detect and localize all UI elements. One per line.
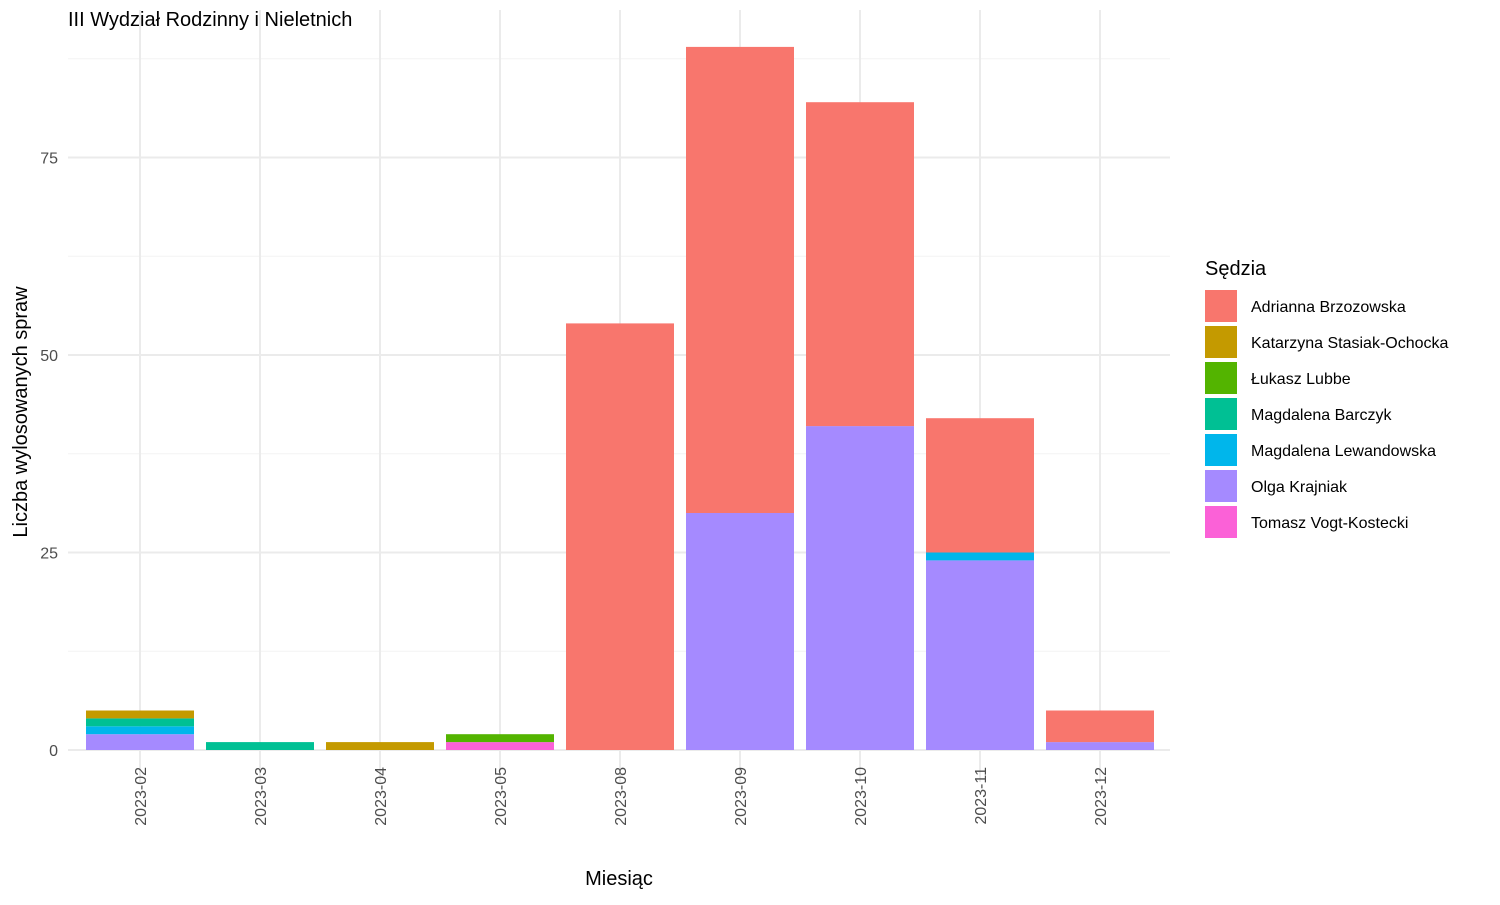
legend-key-magdalena-lewandowska bbox=[1205, 434, 1237, 466]
bars bbox=[86, 46, 1154, 750]
bar-segment-magdalena-barczyk bbox=[86, 718, 194, 727]
legend-key-lukasz-lubbe bbox=[1205, 362, 1237, 394]
bar-segment-magdalena-lewandowska bbox=[86, 726, 194, 735]
y-tick-label: 50 bbox=[40, 348, 58, 365]
bar-segment-adrianna-brzozowska bbox=[926, 418, 1034, 553]
legend-label: Magdalena Lewandowska bbox=[1251, 443, 1436, 460]
legend-label: Magdalena Barczyk bbox=[1251, 407, 1393, 424]
bar-segment-adrianna-brzozowska bbox=[1046, 710, 1154, 743]
bar-segment-adrianna-brzozowska bbox=[806, 102, 914, 427]
legend-label: Olga Krajniak bbox=[1251, 479, 1348, 496]
bar-segment-lukasz-lubbe bbox=[446, 734, 554, 743]
bar-segment-olga-krajniak bbox=[926, 560, 1034, 750]
y-tick-label: 25 bbox=[40, 546, 58, 563]
bar-segment-adrianna-brzozowska bbox=[686, 46, 794, 514]
legend-key-tomasz-vogt-kostecki bbox=[1205, 506, 1237, 538]
bar-segment-magdalena-lewandowska bbox=[926, 552, 1034, 561]
bar-segment-olga-krajniak bbox=[686, 513, 794, 750]
bar-segment-olga-krajniak bbox=[86, 734, 194, 750]
y-axis-ticks: 0 25 50 75 bbox=[40, 151, 58, 761]
bar-segment-olga-krajniak bbox=[1046, 742, 1154, 750]
legend-label: Łukasz Lubbe bbox=[1251, 371, 1351, 388]
y-tick-label: 0 bbox=[49, 743, 58, 760]
x-tick-label: 2023-05 bbox=[493, 767, 510, 826]
chart-title: III Wydział Rodzinny i Nieletnich bbox=[68, 9, 352, 31]
x-tick-label: 2023-10 bbox=[853, 767, 870, 826]
bar-segment-adrianna-brzozowska bbox=[566, 323, 674, 750]
y-tick-label: 75 bbox=[40, 151, 58, 168]
x-tick-label: 2023-11 bbox=[973, 767, 990, 825]
legend-label: Katarzyna Stasiak-Ochocka bbox=[1251, 335, 1449, 352]
legend-key-katarzyna-stasiak-ochocka bbox=[1205, 326, 1237, 358]
legend: Sędzia Adrianna Brzozowska Katarzyna Stas… bbox=[1205, 258, 1449, 538]
bar-segment-tomasz-vogt-kostecki bbox=[446, 742, 554, 750]
x-axis-ticks: 2023-02 2023-03 2023-04 2023-05 2023-08 2023-… bbox=[133, 767, 1110, 826]
x-tick-label: 2023-02 bbox=[133, 767, 150, 826]
legend-label: Tomasz Vogt-Kostecki bbox=[1251, 515, 1408, 532]
x-axis-title: Miesiąc bbox=[585, 868, 653, 890]
x-tick-label: 2023-09 bbox=[733, 767, 750, 826]
legend-key-adrianna-brzozowska bbox=[1205, 290, 1237, 322]
bar-segment-katarzyna-stasiak-ochocka bbox=[326, 742, 434, 750]
legend-title: Sędzia bbox=[1205, 258, 1267, 280]
x-tick-label: 2023-03 bbox=[253, 767, 270, 826]
x-tick-label: 2023-04 bbox=[373, 767, 390, 826]
bar-segment-olga-krajniak bbox=[806, 426, 914, 750]
x-tick-label: 2023-08 bbox=[613, 767, 630, 826]
legend-key-magdalena-barczyk bbox=[1205, 398, 1237, 430]
legend-key-olga-krajniak bbox=[1205, 470, 1237, 502]
y-axis-title: Liczba wylosowanych spraw bbox=[10, 286, 32, 538]
legend-label: Adrianna Brzozowska bbox=[1251, 299, 1406, 316]
bar-segment-magdalena-barczyk bbox=[206, 742, 314, 750]
bar-segment-katarzyna-stasiak-ochocka bbox=[86, 710, 194, 719]
x-tick-label: 2023-12 bbox=[1093, 767, 1110, 826]
